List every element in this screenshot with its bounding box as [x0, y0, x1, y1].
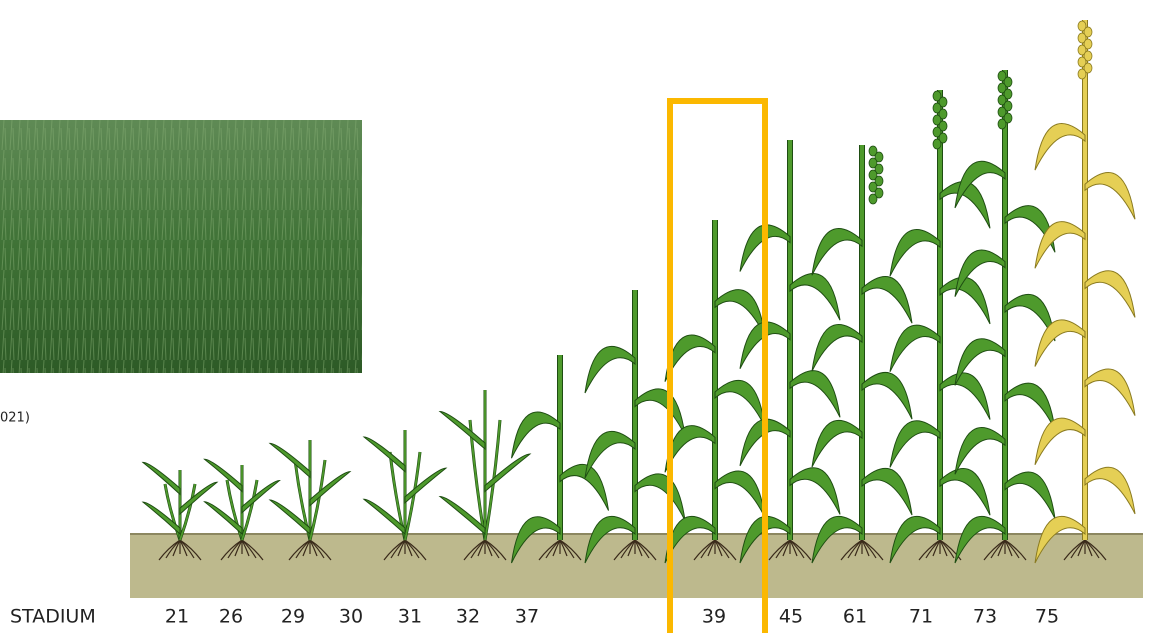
stage-label: 31	[398, 606, 422, 628]
ear-grain	[869, 194, 877, 204]
slide: 021) STADIUM 21 26 29 30 31 32 37 39 45 61 71 73 75	[0, 0, 1155, 633]
plant	[955, 70, 1055, 563]
leaf	[940, 469, 990, 516]
leaf	[364, 437, 405, 472]
leaf	[1005, 472, 1055, 519]
stage-label: 21	[165, 606, 189, 628]
stage-label: 61	[843, 606, 867, 628]
stage-label: 71	[909, 606, 933, 628]
leaf	[1005, 383, 1055, 430]
leaf	[1085, 467, 1135, 514]
plant	[1035, 20, 1135, 563]
stage-label: 45	[779, 606, 803, 628]
leaf	[1085, 369, 1135, 416]
growth-stage-figure: 021) STADIUM 21 26 29 30 31 32 37 39 45 61 71 73 75	[0, 0, 1155, 633]
leaf	[890, 325, 940, 372]
leaf	[1035, 418, 1085, 465]
leaf	[1035, 123, 1085, 170]
leaf	[440, 412, 485, 450]
leaf	[940, 277, 990, 324]
leaf	[270, 443, 310, 477]
stage-label: 30	[339, 606, 363, 628]
leaf	[940, 373, 990, 420]
leaf	[310, 472, 350, 506]
leaf	[862, 468, 912, 515]
leaf	[715, 380, 765, 427]
field-photo-texture	[0, 120, 362, 373]
stage-label: 29	[281, 606, 305, 628]
ear-grain	[1078, 69, 1086, 79]
stage-label: 37	[515, 606, 539, 628]
stage-axis-label: STADIUM	[10, 606, 96, 628]
stage-label: 32	[456, 606, 480, 628]
leaf	[715, 471, 765, 518]
leaf	[790, 371, 840, 418]
leaf	[143, 462, 180, 494]
stage-label: 26	[219, 606, 243, 628]
photo-caption: 021)	[0, 411, 30, 426]
stage-label: 75	[1035, 606, 1059, 628]
leaf	[512, 412, 561, 458]
leaf	[862, 277, 912, 324]
leaf	[890, 421, 940, 468]
leaf	[812, 324, 862, 371]
leaf	[560, 464, 609, 510]
leaf	[812, 229, 862, 276]
leaf	[1085, 173, 1135, 220]
leaf	[862, 372, 912, 419]
leaf	[405, 468, 446, 503]
leaf	[1085, 271, 1135, 318]
leaf	[242, 481, 280, 513]
leaf	[812, 420, 862, 467]
ear-grain	[998, 119, 1006, 129]
leaf	[1035, 320, 1085, 367]
leaf	[890, 229, 940, 276]
leaf	[790, 273, 840, 320]
leaf	[635, 389, 685, 436]
leaf	[180, 482, 217, 514]
leaf	[955, 428, 1005, 475]
leaf	[585, 346, 635, 393]
ear-grain	[933, 139, 941, 149]
leaf	[790, 468, 840, 515]
stage-label: 39	[702, 606, 726, 628]
stage-label: 73	[973, 606, 997, 628]
leaf	[635, 474, 685, 521]
stage-labels: 21 26 29 30 31 32 37 39 45 61 71 73 75	[165, 606, 1059, 628]
leaf	[485, 454, 530, 492]
